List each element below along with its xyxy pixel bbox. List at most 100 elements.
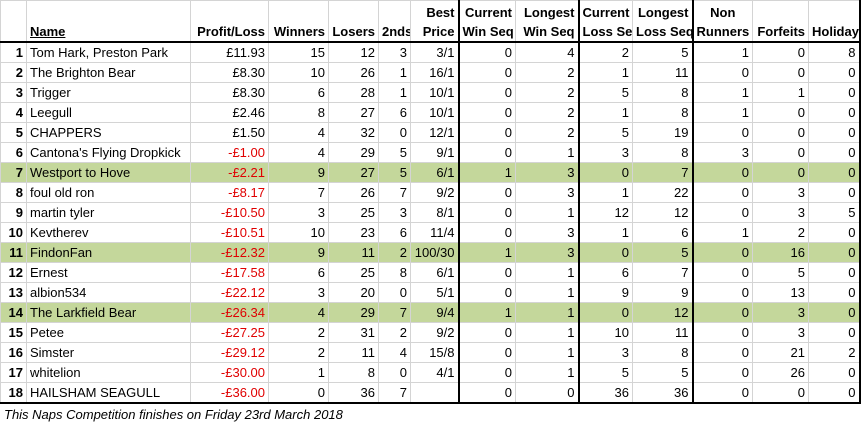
value-cell: 8 [632,142,693,163]
value-cell: 0 [752,382,809,404]
value-cell: 8 [268,102,329,123]
rank-cell: 4 [0,102,27,123]
value-cell: -£29.12 [190,342,269,363]
value-cell: 5 [632,362,693,383]
value-cell: 9/4 [410,302,459,323]
value-cell: 2 [752,222,809,243]
value-cell: 10 [577,322,633,343]
header-line: Current [582,5,630,20]
value-cell: 3 [515,242,579,263]
name-cell: Kevtherev [26,222,191,243]
value-cell: 0 [457,102,516,123]
header-line: Profit/Loss [197,24,265,39]
value-cell: 0 [577,302,633,323]
value-cell: 6 [632,222,693,243]
value-cell: 4/1 [410,362,459,383]
table-row: 8 foul old ron -£8.17 7 26 7 9/2 0 3 1 22 0 3 0 [0,182,861,203]
value-cell: 8 [808,41,861,63]
rank-cell: 9 [0,202,27,223]
value-cell: 10 [268,222,329,243]
value-cell: 25 [328,202,379,223]
value-cell: 1 [691,102,753,123]
value-cell: £8.30 [190,62,269,83]
value-cell: 0 [691,122,753,143]
value-cell: 2 [268,342,329,363]
value-cell: 2 [577,41,633,63]
rank-cell: 15 [0,322,27,343]
value-cell: 0 [577,242,633,263]
column-header: Holiday [808,0,861,43]
table-row: 11 FindonFan -£12.32 9 11 2 100/30 1 3 0 5 0 16 0 [0,242,861,263]
value-cell: 0 [691,162,753,183]
column-header: Winners [268,0,329,43]
value-cell: 1 [691,82,753,103]
value-cell: -£2.21 [190,162,269,183]
column-header: Name [26,0,191,43]
value-cell: 29 [328,302,379,323]
rank-cell: 6 [0,142,27,163]
rank-cell: 1 [0,41,27,63]
value-cell: 1 [515,202,579,223]
value-cell: 1 [577,182,633,203]
name-cell: CHAPPERS [26,122,191,143]
value-cell: 29 [328,142,379,163]
value-cell: 6 [577,262,633,283]
value-cell: 0 [378,122,411,143]
column-header: 2nds [378,0,411,43]
value-cell: 3/1 [410,41,459,63]
value-cell: -£27.25 [190,322,269,343]
value-cell: 6 [378,102,411,123]
value-cell: 10/1 [410,102,459,123]
value-cell: 8 [632,102,693,123]
value-cell: 0 [457,182,516,203]
value-cell: 11 [632,62,693,83]
rank-cell: 5 [0,122,27,143]
value-cell: 9/1 [410,142,459,163]
value-cell: 3 [752,182,809,203]
value-cell: 0 [808,142,861,163]
value-cell: 0 [457,142,516,163]
value-cell: 0 [808,262,861,283]
table-row: 13 albion534 -£22.12 3 20 0 5/1 0 1 9 9 0 13 0 [0,282,861,303]
value-cell: 6 [378,222,411,243]
name-cell: Cantona's Flying Dropkick [26,142,191,163]
value-cell: 7 [378,302,411,323]
value-cell: 0 [808,162,861,183]
value-cell: 1 [577,62,633,83]
value-cell: 1 [691,41,753,63]
value-cell: -£22.12 [190,282,269,303]
rank-cell: 8 [0,182,27,203]
value-cell: 0 [808,282,861,303]
table-row: 9 martin tyler -£10.50 3 25 3 8/1 0 1 12 12 0 3 5 [0,202,861,223]
value-cell: -£10.51 [190,222,269,243]
value-cell: 0 [808,82,861,103]
value-cell: 12 [632,202,693,223]
value-cell: 26 [328,62,379,83]
value-cell: 0 [808,222,861,243]
value-cell: 5 [808,202,861,223]
value-cell: 2 [378,242,411,263]
header-line: Win Seq [523,24,575,39]
rank-cell: 2 [0,62,27,83]
table-row: 2 The Brighton Bear £8.30 10 26 1 16/1 0 2 1 11 0 0 0 [0,62,861,83]
value-cell: 5 [378,142,411,163]
table-row: 17 whitelion -£30.00 1 8 0 4/1 0 1 5 5 0 26 0 [0,362,861,383]
value-cell: 5 [752,262,809,283]
value-cell: 3 [378,202,411,223]
value-cell: 1 [577,222,633,243]
table-row: 3 Trigger £8.30 6 28 1 10/1 0 2 5 8 1 1 0 [0,82,861,103]
column-header: Profit/Loss [190,0,269,43]
name-cell: HAILSHAM SEAGULL [26,382,191,404]
rank-cell: 13 [0,282,27,303]
header-line: Forfeits [757,24,805,39]
value-cell: 0 [457,262,516,283]
value-cell: 5 [378,162,411,183]
value-cell: 8 [632,82,693,103]
value-cell: -£8.17 [190,182,269,203]
value-cell: 22 [632,182,693,203]
name-cell: Trigger [26,82,191,103]
rank-cell: 12 [0,262,27,283]
value-cell: 27 [328,162,379,183]
value-cell: 15/8 [410,342,459,363]
